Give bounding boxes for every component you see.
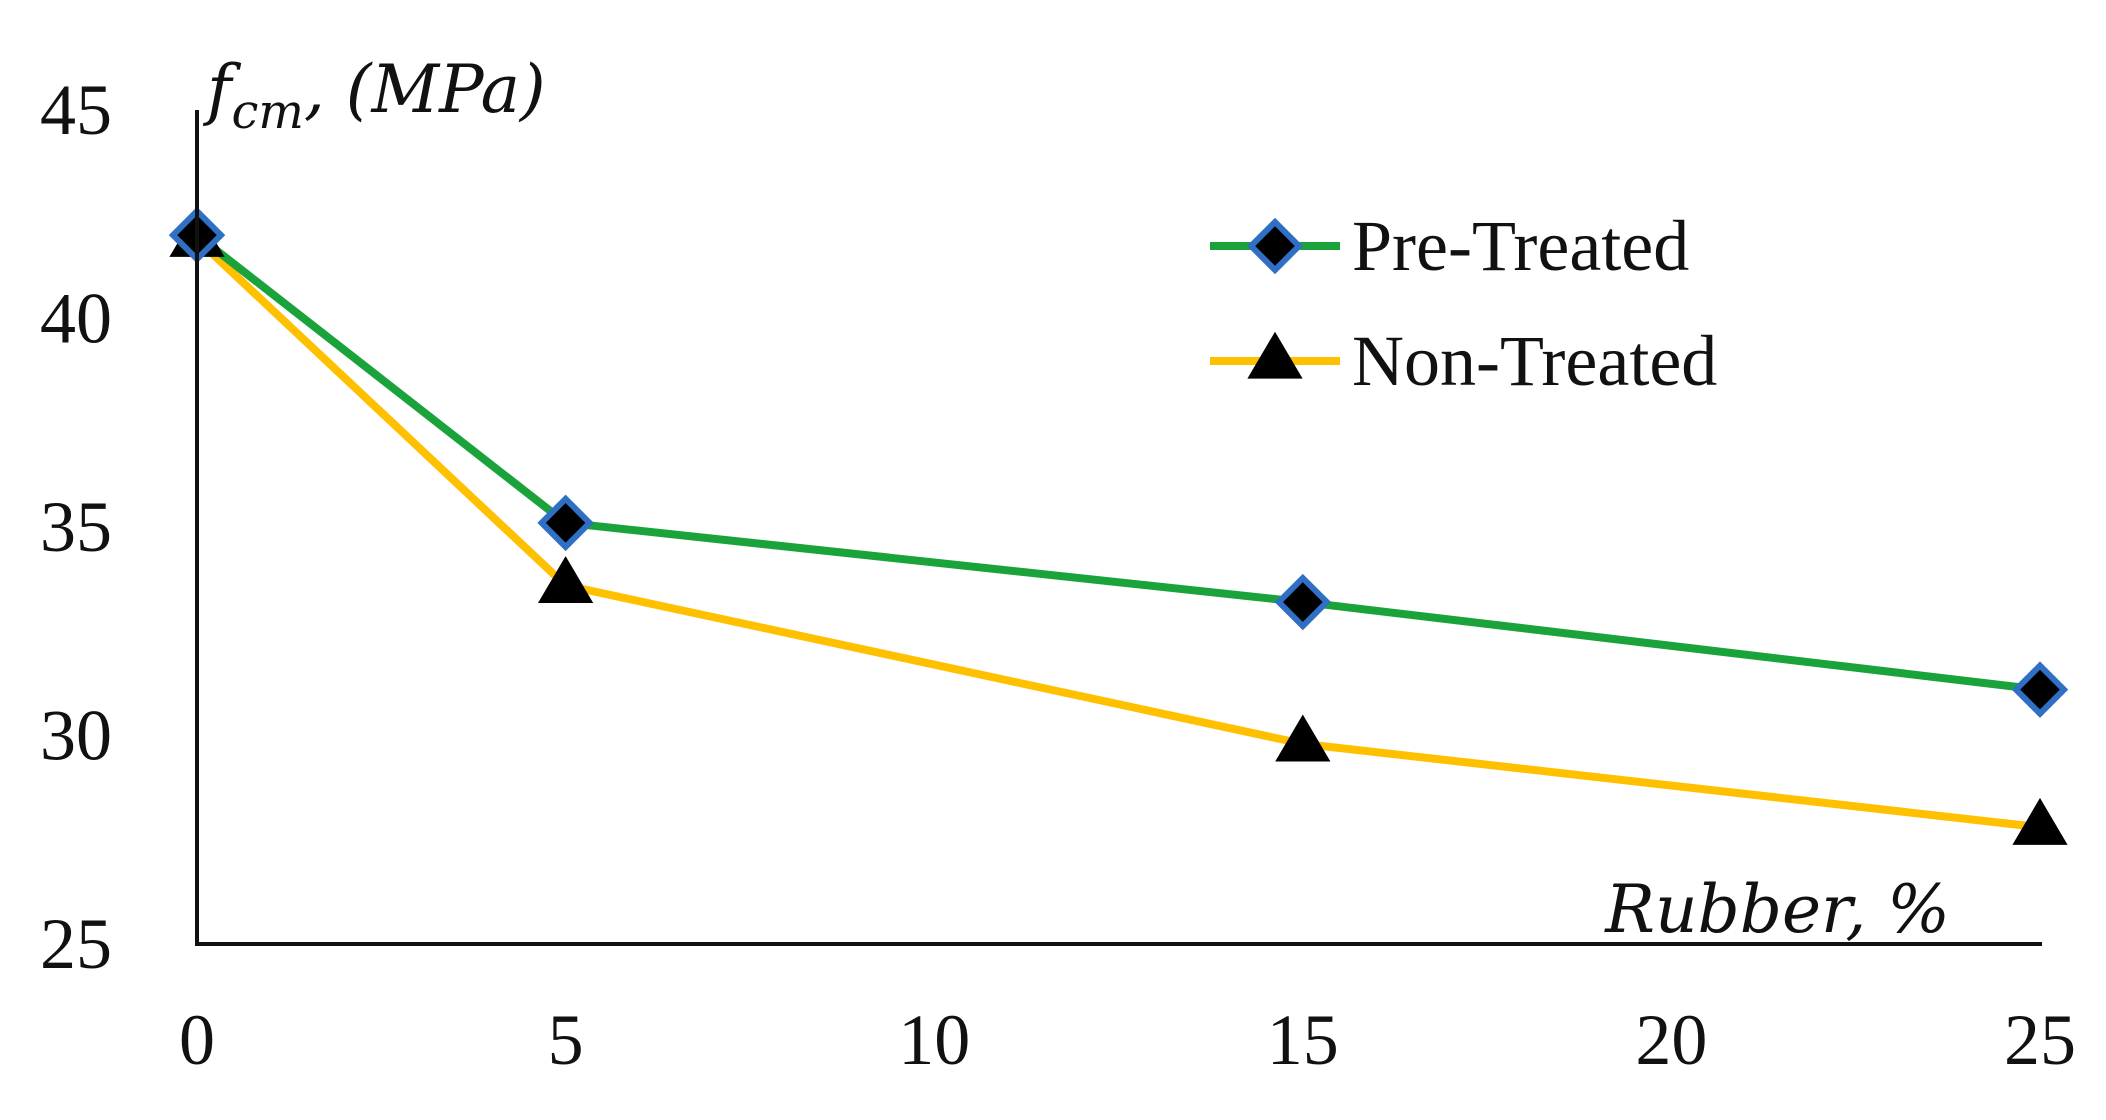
y-tick-labels: 25 30 35 40 45 [40,70,112,984]
y-tick-label: 35 [40,487,112,567]
y-tick-label: 25 [40,904,112,984]
pre-treated-point [1274,573,1332,631]
x-tick-label: 0 [179,1000,215,1080]
x-tick-label: 20 [1635,1000,1707,1080]
pre-treated-point [2011,661,2069,718]
x-tick-label: 10 [898,1000,970,1080]
non-treated-point [537,556,594,604]
pre-treated-line [193,231,2044,694]
non-treated-point [2012,797,2068,845]
legend-non-treated-marker [1247,331,1303,379]
pre-treated-point [537,494,594,552]
y-axis-title: fcm, (MPa) [202,51,546,140]
x-tick-label: 15 [1267,1000,1339,1080]
legend: Pre-Treated Non-Treated [1210,206,1717,401]
x-axis-title: Rubber, % [1604,871,1950,948]
y-tick-label: 45 [40,70,112,150]
non-treated-line [193,235,2044,832]
legend-non-treated-label: Non-Treated [1352,321,1717,401]
x-tick-label: 25 [2004,1000,2076,1080]
y-axis-title-subscript: cm [231,84,303,140]
legend-pre-treated-marker [1246,217,1304,275]
non-treated-point [1275,714,1331,762]
x-tick-labels: 0 5 10 15 20 25 [179,1000,2076,1080]
x-tick-label: 5 [548,1000,584,1080]
legend-pre-treated-label: Pre-Treated [1352,206,1689,286]
y-tick-label: 30 [40,696,112,776]
y-axis-title-unit: , (MPa) [304,51,546,128]
y-tick-label: 40 [40,279,112,359]
